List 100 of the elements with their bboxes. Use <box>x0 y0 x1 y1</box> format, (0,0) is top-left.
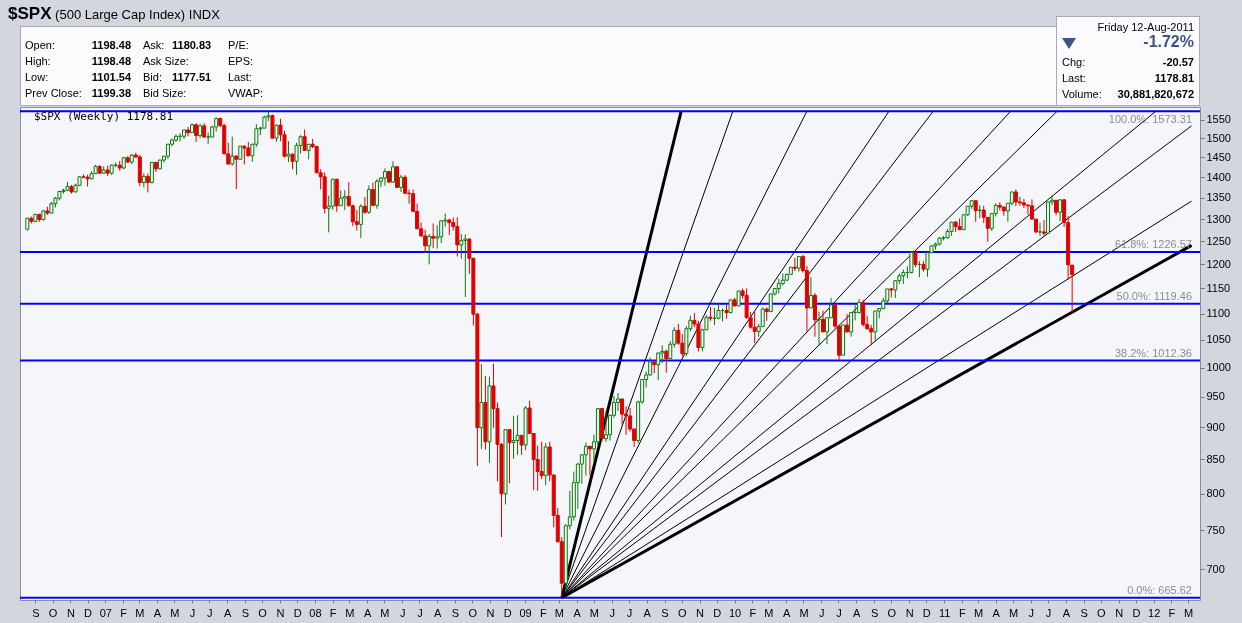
y-tick-label: 1150 <box>1206 281 1231 294</box>
y-tick-label: 850 <box>1206 452 1225 465</box>
x-tick-label: D <box>84 606 93 619</box>
x-tick-label: F <box>329 606 337 619</box>
x-tick-label: 11 <box>938 606 951 619</box>
y-tick-label: 1300 <box>1206 212 1231 225</box>
x-tick-label: A <box>853 606 862 619</box>
x-tick-label: D <box>922 606 931 619</box>
annotation: $SPX (Weekly) 1178.81 <box>34 110 174 124</box>
x-tick-label: A <box>573 606 582 619</box>
x-tick-label: F <box>1168 606 1176 619</box>
x-tick-label: J <box>819 606 825 619</box>
x-tick-label: M <box>554 606 564 619</box>
x-tick-label: S <box>870 606 879 619</box>
ref-line-label: 50.0%: 1119.46 <box>1116 289 1192 302</box>
text: Last: <box>1062 71 1086 85</box>
x-tick-label: M <box>589 606 600 619</box>
x-tick-label: J <box>1045 606 1052 619</box>
x-tick-label: M <box>135 606 145 619</box>
x-tick-label: A <box>1062 606 1071 619</box>
x-tick-label: A <box>643 606 652 619</box>
text: Prev Close: <box>25 86 82 100</box>
text: Bid: <box>143 70 162 84</box>
x-tick-label: S <box>451 606 460 619</box>
x-tick-label: M <box>170 606 180 619</box>
x-tick-label: A <box>153 606 162 619</box>
y-tick-label: 950 <box>1206 390 1225 403</box>
text: Bid Size: <box>143 86 187 100</box>
x-tick-label: O <box>468 606 478 619</box>
x-tick-label: D <box>1132 606 1141 619</box>
text: 1101.54 <box>91 70 131 84</box>
x-tick-label: J <box>1028 606 1035 619</box>
x-tick-label: A <box>363 606 372 619</box>
x-tick-label: N <box>905 606 914 619</box>
x-tick-label: M <box>1184 606 1194 619</box>
x-tick-label: S <box>1080 606 1088 619</box>
chart-title: $SPX (500 Large Cap Index) INDX <box>8 4 220 24</box>
y-tick-label: 800 <box>1206 487 1225 500</box>
x-tick-label: J <box>189 606 196 619</box>
x-tick-label: D <box>713 606 722 619</box>
x-tick-label: F <box>959 606 967 619</box>
x-tick-label: A <box>434 606 443 619</box>
x-tick-label: O <box>677 606 687 619</box>
x-tick-label: F <box>749 606 757 619</box>
text: Friday 12-Aug-2011 <box>1097 20 1194 34</box>
y-tick-label: 1450 <box>1206 150 1231 163</box>
x-tick-label: M <box>345 606 355 619</box>
text: Ask Size: <box>143 54 189 68</box>
y-tick-label: 1350 <box>1206 191 1231 204</box>
text: 1198.48 <box>91 54 131 68</box>
text: 1198.48 <box>91 38 131 52</box>
x-tick-label: A <box>783 606 792 619</box>
x-tick-label: M <box>799 606 809 619</box>
x-tick-label: 07 <box>99 606 112 619</box>
ref-line-label: 38.2%: 1012.36 <box>1114 346 1192 359</box>
y-tick-label: 700 <box>1206 562 1225 575</box>
x-tick-label: J <box>626 606 633 619</box>
x-tick-label: N <box>66 606 75 619</box>
text: 1199.38 <box>91 86 131 100</box>
text: P/E: <box>228 38 249 52</box>
y-tick-label: 1050 <box>1206 333 1231 346</box>
text: Low: <box>25 70 49 84</box>
x-tick-label: D <box>503 606 512 619</box>
text: 1177.51 <box>172 70 212 84</box>
x-tick-label: F <box>120 606 128 619</box>
x-tick-label: A <box>992 606 1001 619</box>
text: High: <box>25 54 51 68</box>
text: Last: <box>228 70 252 84</box>
x-tick-label: J <box>399 606 406 619</box>
x-tick-label: 12 <box>1148 606 1161 619</box>
y-tick-label: 1100 <box>1206 307 1231 320</box>
x-tick-label: 10 <box>728 606 742 619</box>
text: Open: <box>25 38 55 52</box>
text: 1180.83 <box>172 38 212 52</box>
x-tick-label: J <box>836 606 842 619</box>
x-tick-label: J <box>417 606 423 619</box>
x-tick-label: N <box>696 606 705 619</box>
y-tick-label: 1200 <box>1206 257 1231 270</box>
y-tick-label: 1000 <box>1206 361 1231 374</box>
x-tick-label: D <box>293 606 302 619</box>
x-tick-label: M <box>380 606 390 619</box>
text: -20.57 <box>1162 55 1194 69</box>
text: EPS: <box>228 54 254 68</box>
x-tick-label: S <box>241 606 250 619</box>
x-tick-label: N <box>276 606 285 619</box>
ref-line-label: 0.0%: 665.62 <box>1127 583 1192 596</box>
y-tick-label: 1500 <box>1206 131 1231 144</box>
x-tick-label: S <box>661 606 669 619</box>
text: 30,881,820,672 <box>1117 87 1194 101</box>
x-tick-label: J <box>609 606 615 619</box>
x-tick-label: O <box>258 606 268 619</box>
x-tick-label: O <box>1097 606 1107 619</box>
y-tick-label: 750 <box>1206 523 1225 536</box>
text: 1178.81 <box>1154 71 1194 85</box>
text: Chg: <box>1062 55 1086 69</box>
x-tick-label: N <box>486 606 495 619</box>
text: Volume: <box>1062 87 1102 101</box>
x-tick-label: O <box>887 606 897 619</box>
x-tick-label: 08 <box>309 606 322 619</box>
y-tick-label: 1400 <box>1206 170 1231 183</box>
